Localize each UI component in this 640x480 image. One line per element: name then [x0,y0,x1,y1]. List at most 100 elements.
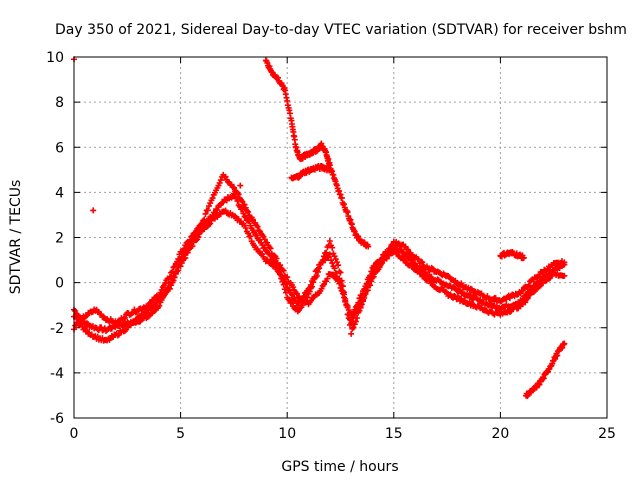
data-point [418,270,425,277]
data-point [337,269,344,276]
series-track-e [288,162,333,182]
data-point [365,279,372,286]
data-point [256,236,263,243]
data-point [164,285,171,292]
data-point [279,266,286,273]
data-point [280,267,287,274]
data-point [158,295,165,302]
data-point [274,263,281,270]
data-point [254,223,261,230]
data-point [209,195,216,202]
data-point [455,287,462,294]
y-tick-label: -4 [50,366,64,382]
data-point [151,308,158,314]
data-point [145,313,152,320]
data-point [187,242,194,249]
y-tick-label: 2 [55,231,64,247]
data-point [331,265,338,272]
x-tick-label: 0 [70,426,79,442]
data-point [175,262,182,269]
series-track-c [71,190,568,344]
data-point [357,304,364,311]
data-point [395,240,402,247]
data-point [159,291,166,298]
series-track-f [497,249,527,262]
data-point [522,299,529,306]
data-point [367,276,374,283]
x-tick-label: 25 [598,426,616,442]
data-point [523,296,530,303]
data-point [283,289,290,296]
data-point [343,302,350,309]
data-point [266,251,273,258]
data-point [336,268,343,275]
data-point [237,182,244,189]
data-point [137,315,144,322]
data-point [520,254,527,261]
data-point [216,179,223,186]
data-point [242,225,249,232]
data-point [331,253,338,260]
x-tick-label: 20 [491,426,509,442]
data-point [339,283,346,290]
data-point [204,207,211,214]
data-point [287,299,294,306]
data-point [166,280,173,287]
data-point [249,216,256,223]
data-point [230,184,237,191]
data-point [354,315,361,321]
data-point [339,288,346,295]
data-point [213,206,220,213]
data-point [72,307,79,314]
chart-title: Day 350 of 2021, Sidereal Day-to-day VTE… [55,22,627,38]
data-point [426,276,433,283]
data-point [273,255,280,262]
data-point [267,245,274,252]
data-point [241,201,248,208]
data-point [288,298,295,305]
data-point [371,268,378,275]
y-tick-label: 10 [46,50,64,66]
data-point [365,243,372,250]
data-point [364,284,371,291]
data-point [245,208,252,215]
data-point [310,294,317,301]
data-point [428,264,435,271]
data-point [330,271,337,278]
data-point [342,297,349,304]
data-point [229,183,236,190]
data-point [129,310,136,317]
data-point [356,307,363,314]
data-point [373,267,380,274]
data-point [451,293,458,300]
data-point [314,268,321,275]
data-point [419,259,426,266]
data-point [242,204,249,211]
series-track-d [262,57,372,250]
data-point [255,227,262,234]
data-point [355,299,362,306]
data-point [174,263,181,270]
data-point [361,294,368,301]
data-point [247,233,254,240]
data-point [461,297,468,304]
data-point [400,256,407,263]
data-point [320,253,327,260]
data-point [177,256,184,263]
data-point [90,207,97,214]
data-point [525,292,532,299]
data-point [261,244,268,251]
data-point [352,318,359,325]
data-point [281,286,288,293]
data-point [246,218,253,225]
data-point [329,244,336,251]
data-point [239,206,246,213]
data-point [82,313,89,320]
y-axis-label: SDTVAR / TECUs [8,180,24,295]
data-point [235,191,242,198]
data-point [363,288,370,295]
data-point [241,213,248,220]
data-point [182,249,189,256]
